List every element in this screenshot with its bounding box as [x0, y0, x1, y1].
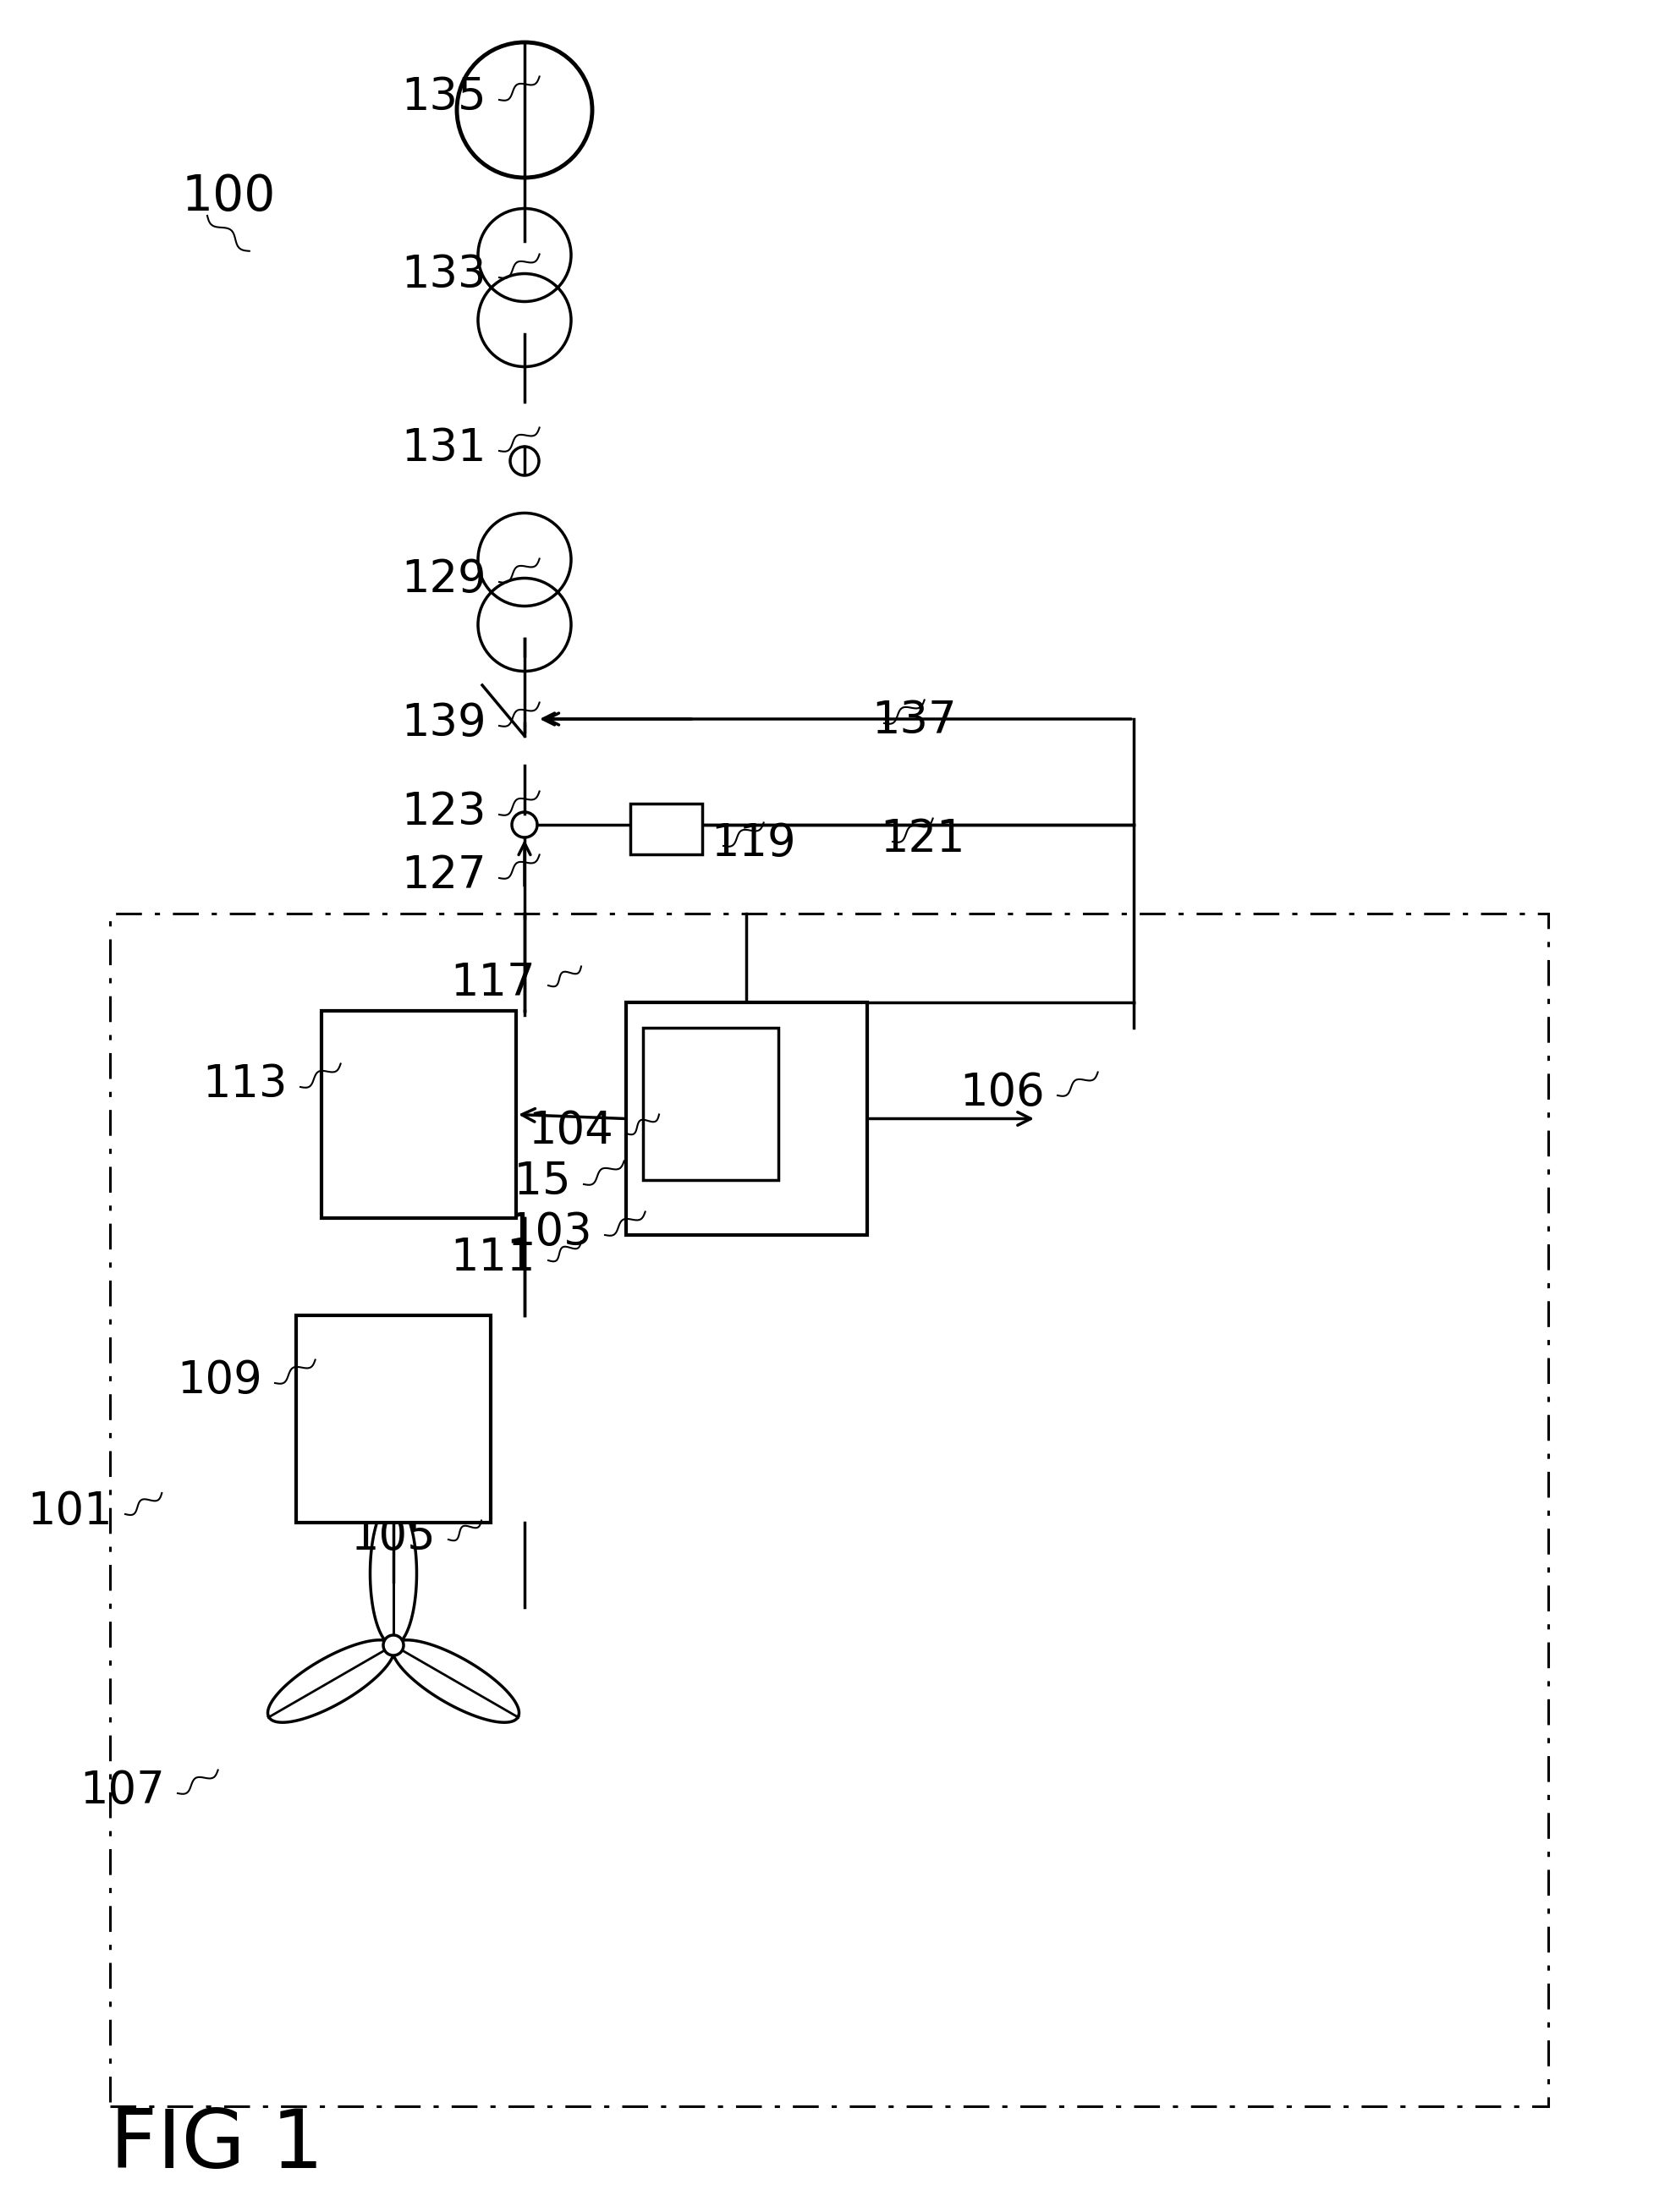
Text: 133: 133: [402, 252, 486, 296]
Text: 129: 129: [402, 557, 486, 602]
Text: 137: 137: [872, 699, 956, 743]
Text: 117: 117: [450, 960, 536, 1004]
Text: 121: 121: [880, 816, 964, 860]
Text: 139: 139: [402, 701, 486, 745]
Bar: [321, 1011, 516, 1219]
Text: FIG 1: FIG 1: [109, 2106, 324, 2185]
Text: 105: 105: [351, 1515, 435, 1559]
Text: 109: 109: [177, 1358, 263, 1402]
Text: 113: 113: [203, 1062, 288, 1106]
Text: 115: 115: [486, 1159, 571, 1203]
Text: 131: 131: [402, 427, 486, 471]
Text: 119: 119: [711, 821, 796, 865]
Bar: [109, 914, 1548, 2106]
Text: 104: 104: [528, 1108, 614, 1152]
Bar: [643, 1029, 779, 1179]
Bar: [627, 1002, 867, 1234]
Text: 101: 101: [28, 1489, 112, 1533]
Bar: [296, 1316, 491, 1522]
Text: 135: 135: [402, 75, 486, 119]
Text: 127: 127: [402, 854, 486, 898]
Text: 123: 123: [402, 790, 486, 834]
Text: 106: 106: [959, 1071, 1045, 1115]
Text: 107: 107: [79, 1770, 165, 1814]
Bar: [630, 803, 703, 854]
Text: 103: 103: [508, 1210, 592, 1254]
Circle shape: [384, 1635, 404, 1655]
Text: 100: 100: [182, 173, 276, 221]
Text: 111: 111: [450, 1237, 536, 1281]
